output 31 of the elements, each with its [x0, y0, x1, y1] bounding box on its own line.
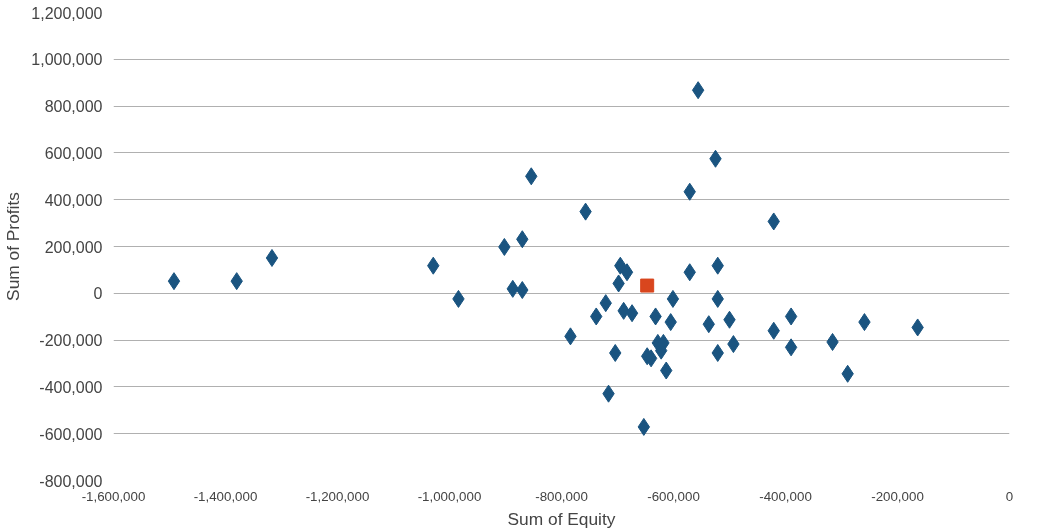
x-tick-label: -200,000: [871, 488, 924, 504]
x-tick-label: -400,000: [759, 488, 812, 504]
point: [691, 81, 705, 100]
y-tick-label: -200,000: [39, 332, 103, 350]
x-tick-label: -1,200,000: [305, 488, 370, 504]
x-tick-label: 0: [1005, 488, 1014, 504]
point: [620, 263, 634, 282]
y-tick-label: 0: [93, 285, 103, 303]
x-tick-label: -1,000,000: [417, 488, 482, 504]
y-tick-label: 200,000: [44, 238, 103, 256]
x-tick-label: -1,600,000: [81, 488, 146, 504]
point: [784, 338, 798, 357]
y-tick-label: -400,000: [39, 378, 103, 396]
x-tick-label: -1,400,000: [193, 488, 258, 504]
y-tick-label: -600,000: [39, 425, 103, 443]
y-tick-label: 800,000: [44, 98, 103, 116]
y-tick-label: -800,000: [39, 472, 103, 490]
point: [167, 272, 181, 291]
x-tick-label: -600,000: [647, 488, 700, 504]
point: [666, 289, 680, 308]
point: [265, 248, 279, 267]
y-tick-label: 600,000: [44, 144, 103, 162]
point: [784, 307, 798, 326]
y-tick-label: 400,000: [44, 191, 103, 209]
y-axis-title: Sum of Profits: [3, 191, 24, 301]
x-axis-title: Sum of Equity: [507, 508, 616, 529]
x-tick-label: -800,000: [535, 488, 588, 504]
y-tick-label: 1,200,000: [31, 4, 103, 22]
point: [625, 304, 639, 323]
y-tick-label: 1,000,000: [31, 51, 103, 69]
point: [640, 278, 655, 293]
